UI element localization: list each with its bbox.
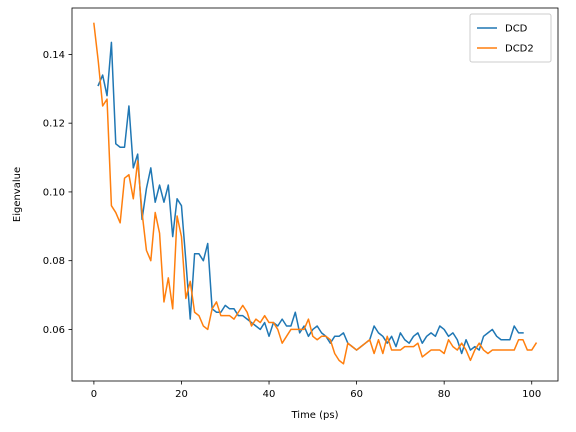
y-tick-label: 0.06 xyxy=(43,325,65,336)
y-axis-label: Eigenvalue xyxy=(12,167,23,222)
x-axis-label: Time (ps) xyxy=(290,410,338,421)
series-line-dcd2 xyxy=(93,22,538,365)
x-tick-label: 80 xyxy=(438,389,451,400)
legend-box xyxy=(469,13,552,63)
plot-area xyxy=(72,8,558,381)
y-tick-label: 0.08 xyxy=(43,256,65,267)
x-tick-label: 40 xyxy=(263,389,276,400)
legend: DCD DCD2 xyxy=(469,13,552,63)
y-tick-label: 0.14 xyxy=(43,50,65,61)
legend-label-dcd: DCD xyxy=(505,24,528,35)
axes-frame xyxy=(71,7,559,382)
x-tick-label: 100 xyxy=(522,389,541,400)
x-tick-label: 0 xyxy=(91,389,97,400)
y-tick-label: 0.12 xyxy=(43,119,65,130)
axes-layer xyxy=(71,7,559,382)
x-tick-label: 60 xyxy=(350,389,363,400)
x-axis: 0 20 40 60 80 100 xyxy=(91,381,541,400)
x-tick-label: 20 xyxy=(175,389,188,400)
series-line-dcd xyxy=(97,41,524,355)
y-axis: 0.06 0.08 0.10 0.12 0.14 xyxy=(43,50,72,336)
legend-label-dcd2: DCD2 xyxy=(505,44,534,55)
series-layer xyxy=(93,22,538,365)
y-tick-label: 0.10 xyxy=(43,187,65,198)
